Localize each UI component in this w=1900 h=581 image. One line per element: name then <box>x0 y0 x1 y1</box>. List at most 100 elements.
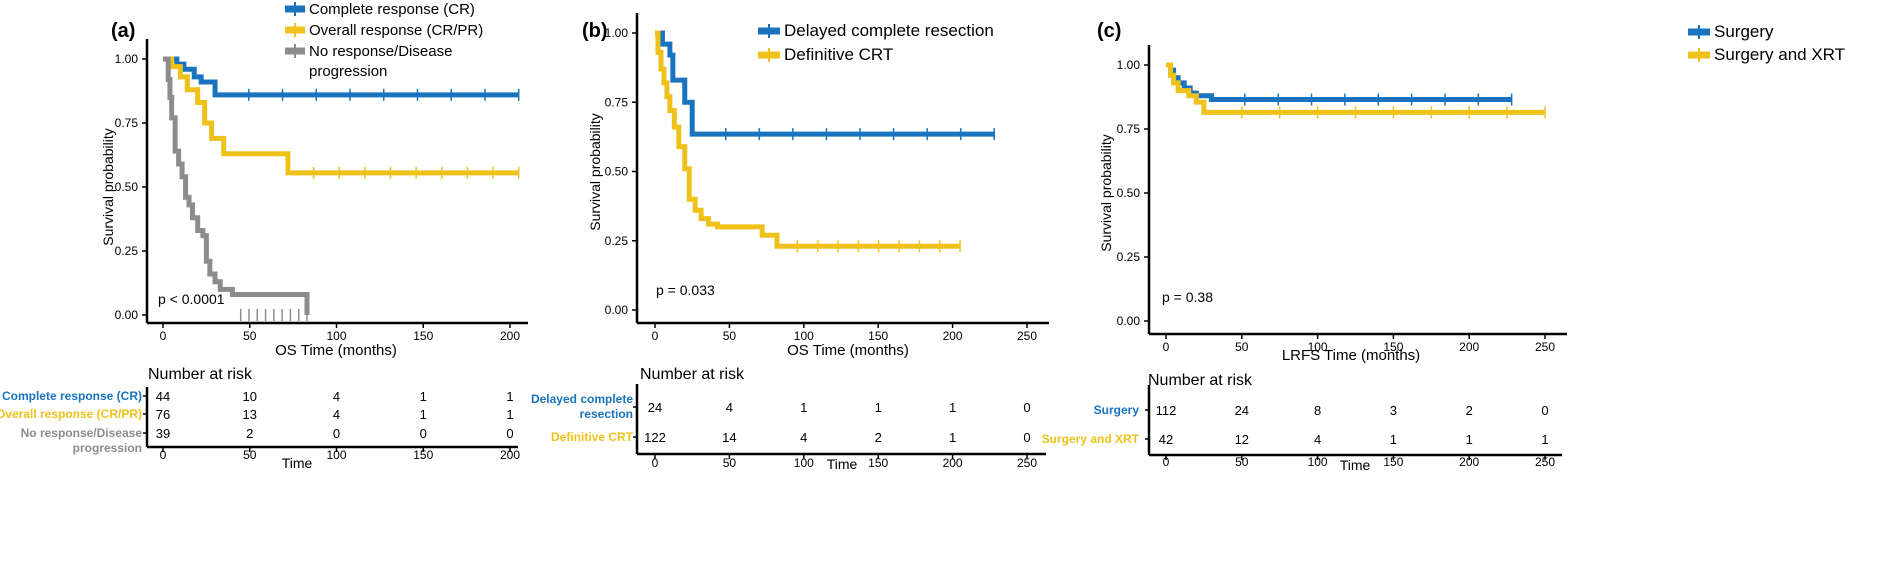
y-tick-label: 0.00 <box>115 308 139 322</box>
y-tick-label: 0.00 <box>1117 314 1141 328</box>
x-tick-label: 200 <box>500 329 520 343</box>
y-tick-label: 1.00 <box>605 26 629 40</box>
risk-cell: 1 <box>800 400 807 415</box>
risk-cell: 4 <box>726 400 733 415</box>
risk-cell: 44 <box>156 389 170 404</box>
y-tick-label: 0.50 <box>115 180 139 194</box>
risk-cell: 0 <box>1541 403 1548 418</box>
x-tick-label: 50 <box>243 329 257 343</box>
risk-cell: 1 <box>420 389 427 404</box>
p-value: p < 0.0001 <box>158 291 225 307</box>
risk-x-tick-label: 200 <box>500 448 520 462</box>
risk-x-tick-label: 150 <box>868 456 888 470</box>
risk-cell: 0 <box>420 426 427 441</box>
risk-cell: 1 <box>1466 432 1473 447</box>
x-tick-label: 200 <box>943 329 963 343</box>
risk-cell: 1 <box>506 407 513 422</box>
legend-label-0: Complete response (CR) <box>309 1 475 18</box>
x-axis-label: OS Time (months) <box>787 342 909 359</box>
y-tick-label: 1.00 <box>1117 58 1141 72</box>
legend-label-1: Overall response (CR/PR) <box>309 22 483 39</box>
risk-row-label-2: No response/Disease progression <box>21 426 143 455</box>
risk-cell: 122 <box>644 430 666 445</box>
y-tick-label: 0.25 <box>115 244 139 258</box>
y-tick-label: 0.50 <box>605 165 629 179</box>
x-tick-label: 0 <box>1163 340 1170 354</box>
survival-curve-1 <box>163 56 519 176</box>
risk-cell: 14 <box>722 430 736 445</box>
risk-row-label-line: Delayed complete <box>531 392 633 406</box>
x-axis-label: OS Time (months) <box>275 342 397 359</box>
x-tick-label: 0 <box>160 329 167 343</box>
panel-label: (b) <box>582 20 608 42</box>
legend-label-line: progression <box>309 63 387 80</box>
risk-cell: 4 <box>333 389 340 404</box>
panel-2: (c)0.000.250.500.751.000 50 100 150 200 250LR… <box>1042 20 1845 473</box>
risk-table-title: Number at risk <box>640 366 745 383</box>
risk-row-label-1: Definitive CRT <box>551 430 634 444</box>
risk-cell: 24 <box>1235 403 1249 418</box>
risk-row-label-0: Complete response (CR) <box>2 389 142 403</box>
risk-x-tick-label: 50 <box>723 456 737 470</box>
risk-cell: 4 <box>333 407 340 422</box>
risk-cell: 8 <box>1314 403 1321 418</box>
risk-cell: 1 <box>506 389 513 404</box>
legend-label-0: Surgery <box>1714 22 1774 41</box>
risk-x-tick-label: 100 <box>794 456 814 470</box>
x-tick-label: 150 <box>1383 340 1403 354</box>
y-axis-label: Survival probability <box>1098 134 1114 252</box>
x-tick-label: 100 <box>326 329 346 343</box>
y-tick-label: 1.00 <box>115 52 139 66</box>
y-axis-label: Survival probability <box>587 113 603 231</box>
risk-x-tick-label: 100 <box>1308 455 1328 469</box>
risk-cell: 1 <box>875 400 882 415</box>
risk-x-axis-label: Time <box>1340 457 1371 473</box>
risk-x-tick-label: 200 <box>1459 455 1479 469</box>
risk-cell: 2 <box>246 426 253 441</box>
risk-cell: 0 <box>1023 400 1030 415</box>
y-tick-label: 0.25 <box>1117 250 1141 264</box>
legend-label-2: No response/Disease progression <box>309 43 452 80</box>
x-axis-label: LRFS Time (months) <box>1282 347 1420 364</box>
legend-label-line: No response/Disease <box>309 43 452 60</box>
risk-table-title: Number at risk <box>1148 372 1253 389</box>
risk-cell: 12 <box>1235 432 1249 447</box>
legend-label-1: Definitive CRT <box>784 45 893 64</box>
risk-cell: 4 <box>1314 432 1321 447</box>
risk-x-tick-label: 150 <box>1383 455 1403 469</box>
survival-curve-0 <box>1166 62 1512 103</box>
x-tick-label: 100 <box>794 329 814 343</box>
risk-x-tick-label: 100 <box>326 448 346 462</box>
legend: Surgery Surgery and XRT <box>1688 22 1845 64</box>
risk-x-tick-label: 200 <box>943 456 963 470</box>
risk-row-label-line: No response/Disease <box>21 426 143 440</box>
y-tick-label: 0.75 <box>605 95 629 109</box>
legend: Complete response (CR) Overall response (… <box>285 1 483 80</box>
x-tick-label: 100 <box>1308 340 1328 354</box>
risk-row-label-line: progression <box>73 441 142 455</box>
risk-row-label-1: Surgery and XRT <box>1042 432 1140 446</box>
risk-cell: 4 <box>800 430 807 445</box>
p-value: p = 0.033 <box>656 282 715 298</box>
y-tick-label: 0.25 <box>605 234 629 248</box>
risk-cell: 0 <box>333 426 340 441</box>
risk-cell: 1 <box>420 407 427 422</box>
panel-label: (a) <box>111 20 135 42</box>
survival-curve-1 <box>655 30 961 249</box>
risk-cell: 112 <box>1156 403 1177 418</box>
risk-cell: 2 <box>875 430 882 445</box>
risk-cell: 1 <box>1541 432 1548 447</box>
risk-row-label-1: Overall response (CR/PR) <box>0 407 142 421</box>
risk-cell: 1 <box>949 400 956 415</box>
x-tick-label: 50 <box>1235 340 1249 354</box>
risk-x-tick-label: 0 <box>652 456 659 470</box>
y-tick-label: 0.50 <box>1117 186 1141 200</box>
survival-curve-0 <box>163 56 519 98</box>
risk-cell: 42 <box>1159 432 1173 447</box>
risk-x-tick-label: 50 <box>243 448 257 462</box>
legend-label-1: Surgery and XRT <box>1714 45 1845 64</box>
risk-row-label-0: Delayed complete resection <box>531 392 633 421</box>
risk-cell: 2 <box>1466 403 1473 418</box>
x-tick-label: 200 <box>1459 340 1479 354</box>
